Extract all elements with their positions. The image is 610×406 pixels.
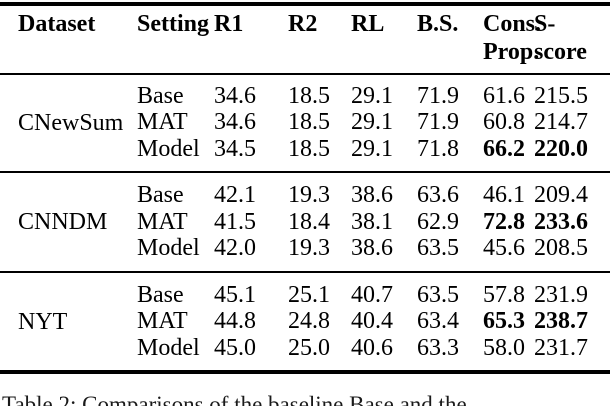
table-row: Base 34.6 18.5 29.1 71.9 61.6 215.5 <box>0 83 610 110</box>
cell-setting: MAT <box>137 109 188 136</box>
cell-cons: 57.8 <box>483 281 525 308</box>
cell-r1: 34.5 <box>214 135 256 162</box>
header-r1: R1 <box>214 11 244 37</box>
cell-r2: 18.4 <box>288 208 330 235</box>
cell-r2: 24.8 <box>288 308 330 335</box>
cell-r2: 18.5 <box>288 82 330 109</box>
header-setting: Setting <box>137 11 209 37</box>
cell-bs: 71.9 <box>417 109 459 136</box>
cell-score: 215.5 <box>534 82 588 109</box>
table-row: Base 42.1 19.3 38.6 63.6 46.1 209.4 <box>0 182 610 209</box>
cell-score: 209.4 <box>534 182 588 209</box>
cell-setting: Base <box>137 182 184 209</box>
cell-rl: 29.1 <box>351 135 393 162</box>
cell-setting: MAT <box>137 308 188 335</box>
table-row: Model 34.5 18.5 29.1 71.8 66.2 220.0 <box>0 136 610 163</box>
cell-cons-best: 65.3 <box>483 308 525 335</box>
table-row: MAT 44.8 24.8 40.4 63.4 65.3 238.7 <box>0 308 610 335</box>
cell-rl: 40.6 <box>351 334 393 361</box>
cell-cons: 61.6 <box>483 82 525 109</box>
cell-bs: 63.4 <box>417 308 459 335</box>
cell-score-best: 220.0 <box>534 135 588 162</box>
table-header: Dataset Setting R1 R2 RL B.S. Cons. S- P… <box>0 8 610 72</box>
dataset-label: CNNDM <box>18 208 108 235</box>
header-rl: RL <box>351 11 385 37</box>
cell-r2: 25.1 <box>288 281 330 308</box>
dataset-label: CNewSum <box>18 109 124 136</box>
cell-rl: 29.1 <box>351 82 393 109</box>
header-cons-prop-line2: Prop. <box>483 39 540 65</box>
cell-cons-best: 66.2 <box>483 135 525 162</box>
group-divider-rule <box>0 271 610 273</box>
cell-rl: 40.4 <box>351 308 393 335</box>
cell-r2: 18.5 <box>288 109 330 136</box>
cell-bs: 71.9 <box>417 82 459 109</box>
dataset-label: NYT <box>18 308 68 335</box>
header-cons-prop: Cons. <box>483 11 542 37</box>
cell-setting: Model <box>137 235 200 262</box>
cell-score-best: 233.6 <box>534 208 588 235</box>
cell-score: 231.9 <box>534 281 588 308</box>
header-s-score: S- <box>534 11 556 37</box>
cell-bs: 63.3 <box>417 334 459 361</box>
group-cnewsum: CNewSum Base 34.6 18.5 29.1 71.9 61.6 21… <box>0 75 610 170</box>
cell-r2: 25.0 <box>288 334 330 361</box>
cell-r2: 18.5 <box>288 135 330 162</box>
cell-bs: 63.5 <box>417 281 459 308</box>
cell-setting: MAT <box>137 208 188 235</box>
cell-setting: Base <box>137 82 184 109</box>
cell-bs: 71.8 <box>417 135 459 162</box>
group-cnndm: CNNDM Base 42.1 19.3 38.6 63.6 46.1 209.… <box>0 174 610 270</box>
cell-score: 231.7 <box>534 334 588 361</box>
cell-rl: 38.6 <box>351 182 393 209</box>
table-top-rule <box>0 2 610 6</box>
header-bertscore: B.S. <box>417 11 459 37</box>
cell-r1: 44.8 <box>214 308 256 335</box>
cell-r1: 45.1 <box>214 281 256 308</box>
cell-cons: 58.0 <box>483 334 525 361</box>
header-s-score-line2: score <box>534 39 587 65</box>
header-r2: R2 <box>288 11 318 37</box>
cell-r1: 45.0 <box>214 334 256 361</box>
cell-setting: Base <box>137 281 184 308</box>
table-row: Model 42.0 19.3 38.6 63.5 45.6 208.5 <box>0 235 610 262</box>
cell-rl: 38.1 <box>351 208 393 235</box>
group-divider-rule <box>0 171 610 173</box>
header-dataset: Dataset <box>18 11 96 37</box>
cell-rl: 29.1 <box>351 109 393 136</box>
table-row: Base 45.1 25.1 40.7 63.5 57.8 231.9 <box>0 282 610 309</box>
cell-r1: 42.0 <box>214 235 256 262</box>
table-bottom-rule <box>0 370 610 374</box>
cell-score: 214.7 <box>534 109 588 136</box>
cell-cons-best: 72.8 <box>483 208 525 235</box>
cell-r2: 19.3 <box>288 235 330 262</box>
cell-cons: 45.6 <box>483 235 525 262</box>
group-nyt: NYT Base 45.1 25.1 40.7 63.5 57.8 231.9 … <box>0 274 610 369</box>
cell-bs: 63.6 <box>417 182 459 209</box>
cell-rl: 40.7 <box>351 281 393 308</box>
cell-score: 208.5 <box>534 235 588 262</box>
cell-setting: Model <box>137 135 200 162</box>
cell-cons: 46.1 <box>483 182 525 209</box>
table-row: MAT 41.5 18.4 38.1 62.9 72.8 233.6 <box>0 209 610 236</box>
cell-r2: 19.3 <box>288 182 330 209</box>
cell-r1: 34.6 <box>214 109 256 136</box>
cell-bs: 63.5 <box>417 235 459 262</box>
cell-bs: 62.9 <box>417 208 459 235</box>
cell-r1: 42.1 <box>214 182 256 209</box>
cell-score-best: 238.7 <box>534 308 588 335</box>
table-caption-clipped: Table 2: Comparisons of the baseline Bas… <box>2 392 467 406</box>
cell-setting: Model <box>137 334 200 361</box>
cell-r1: 34.6 <box>214 82 256 109</box>
table-row: MAT 34.6 18.5 29.1 71.9 60.8 214.7 <box>0 109 610 136</box>
header-body-rule <box>0 73 610 75</box>
table-row: Model 45.0 25.0 40.6 63.3 58.0 231.7 <box>0 335 610 362</box>
cell-rl: 38.6 <box>351 235 393 262</box>
cell-r1: 41.5 <box>214 208 256 235</box>
cell-cons: 60.8 <box>483 109 525 136</box>
